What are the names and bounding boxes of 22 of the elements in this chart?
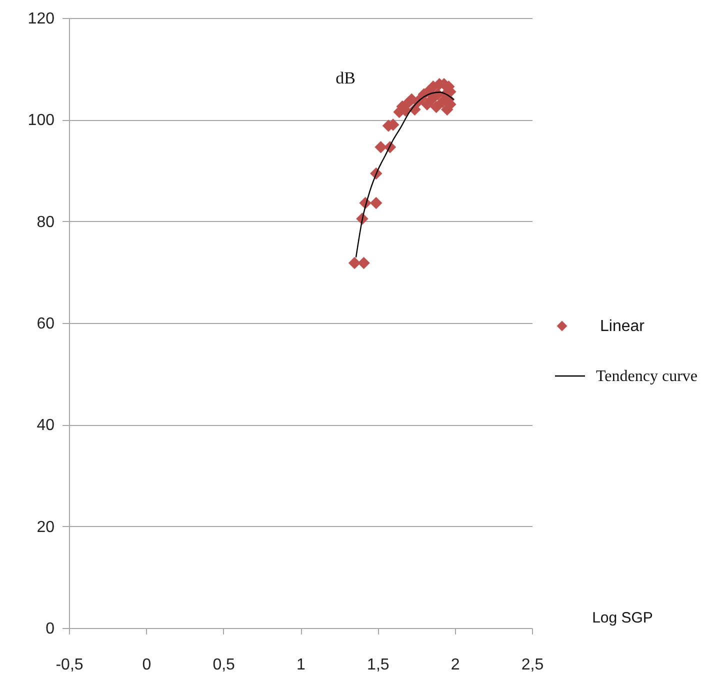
x-tick-label: 0,5: [212, 656, 236, 674]
point: [370, 196, 382, 210]
x-tick-label: 0: [142, 656, 152, 674]
y-axis-title: dB: [336, 68, 356, 88]
legend-label: Linear: [600, 318, 646, 335]
x-tick-label: -0,5: [56, 656, 84, 674]
x-axis-title: Log SGP: [592, 610, 653, 626]
point: [348, 256, 361, 270]
legend-label: Tendency curve: [596, 368, 698, 385]
y-tick-label: 60: [36, 316, 55, 332]
y-tick-label: 40: [36, 417, 55, 434]
point: [358, 256, 370, 270]
point: [374, 140, 387, 154]
y-tick-label: 80: [36, 214, 55, 231]
y-tick-label: 120: [28, 10, 55, 28]
x-tick-label: 2: [450, 656, 460, 674]
x-tick-label: 1: [296, 656, 306, 674]
y-tick-label: 0: [46, 620, 55, 638]
x-tick-label: 2,5: [521, 656, 544, 674]
y-tick-label: 20: [36, 518, 55, 536]
x-tick-label: 1,5: [367, 656, 390, 674]
y-tick-label: 100: [28, 112, 55, 130]
